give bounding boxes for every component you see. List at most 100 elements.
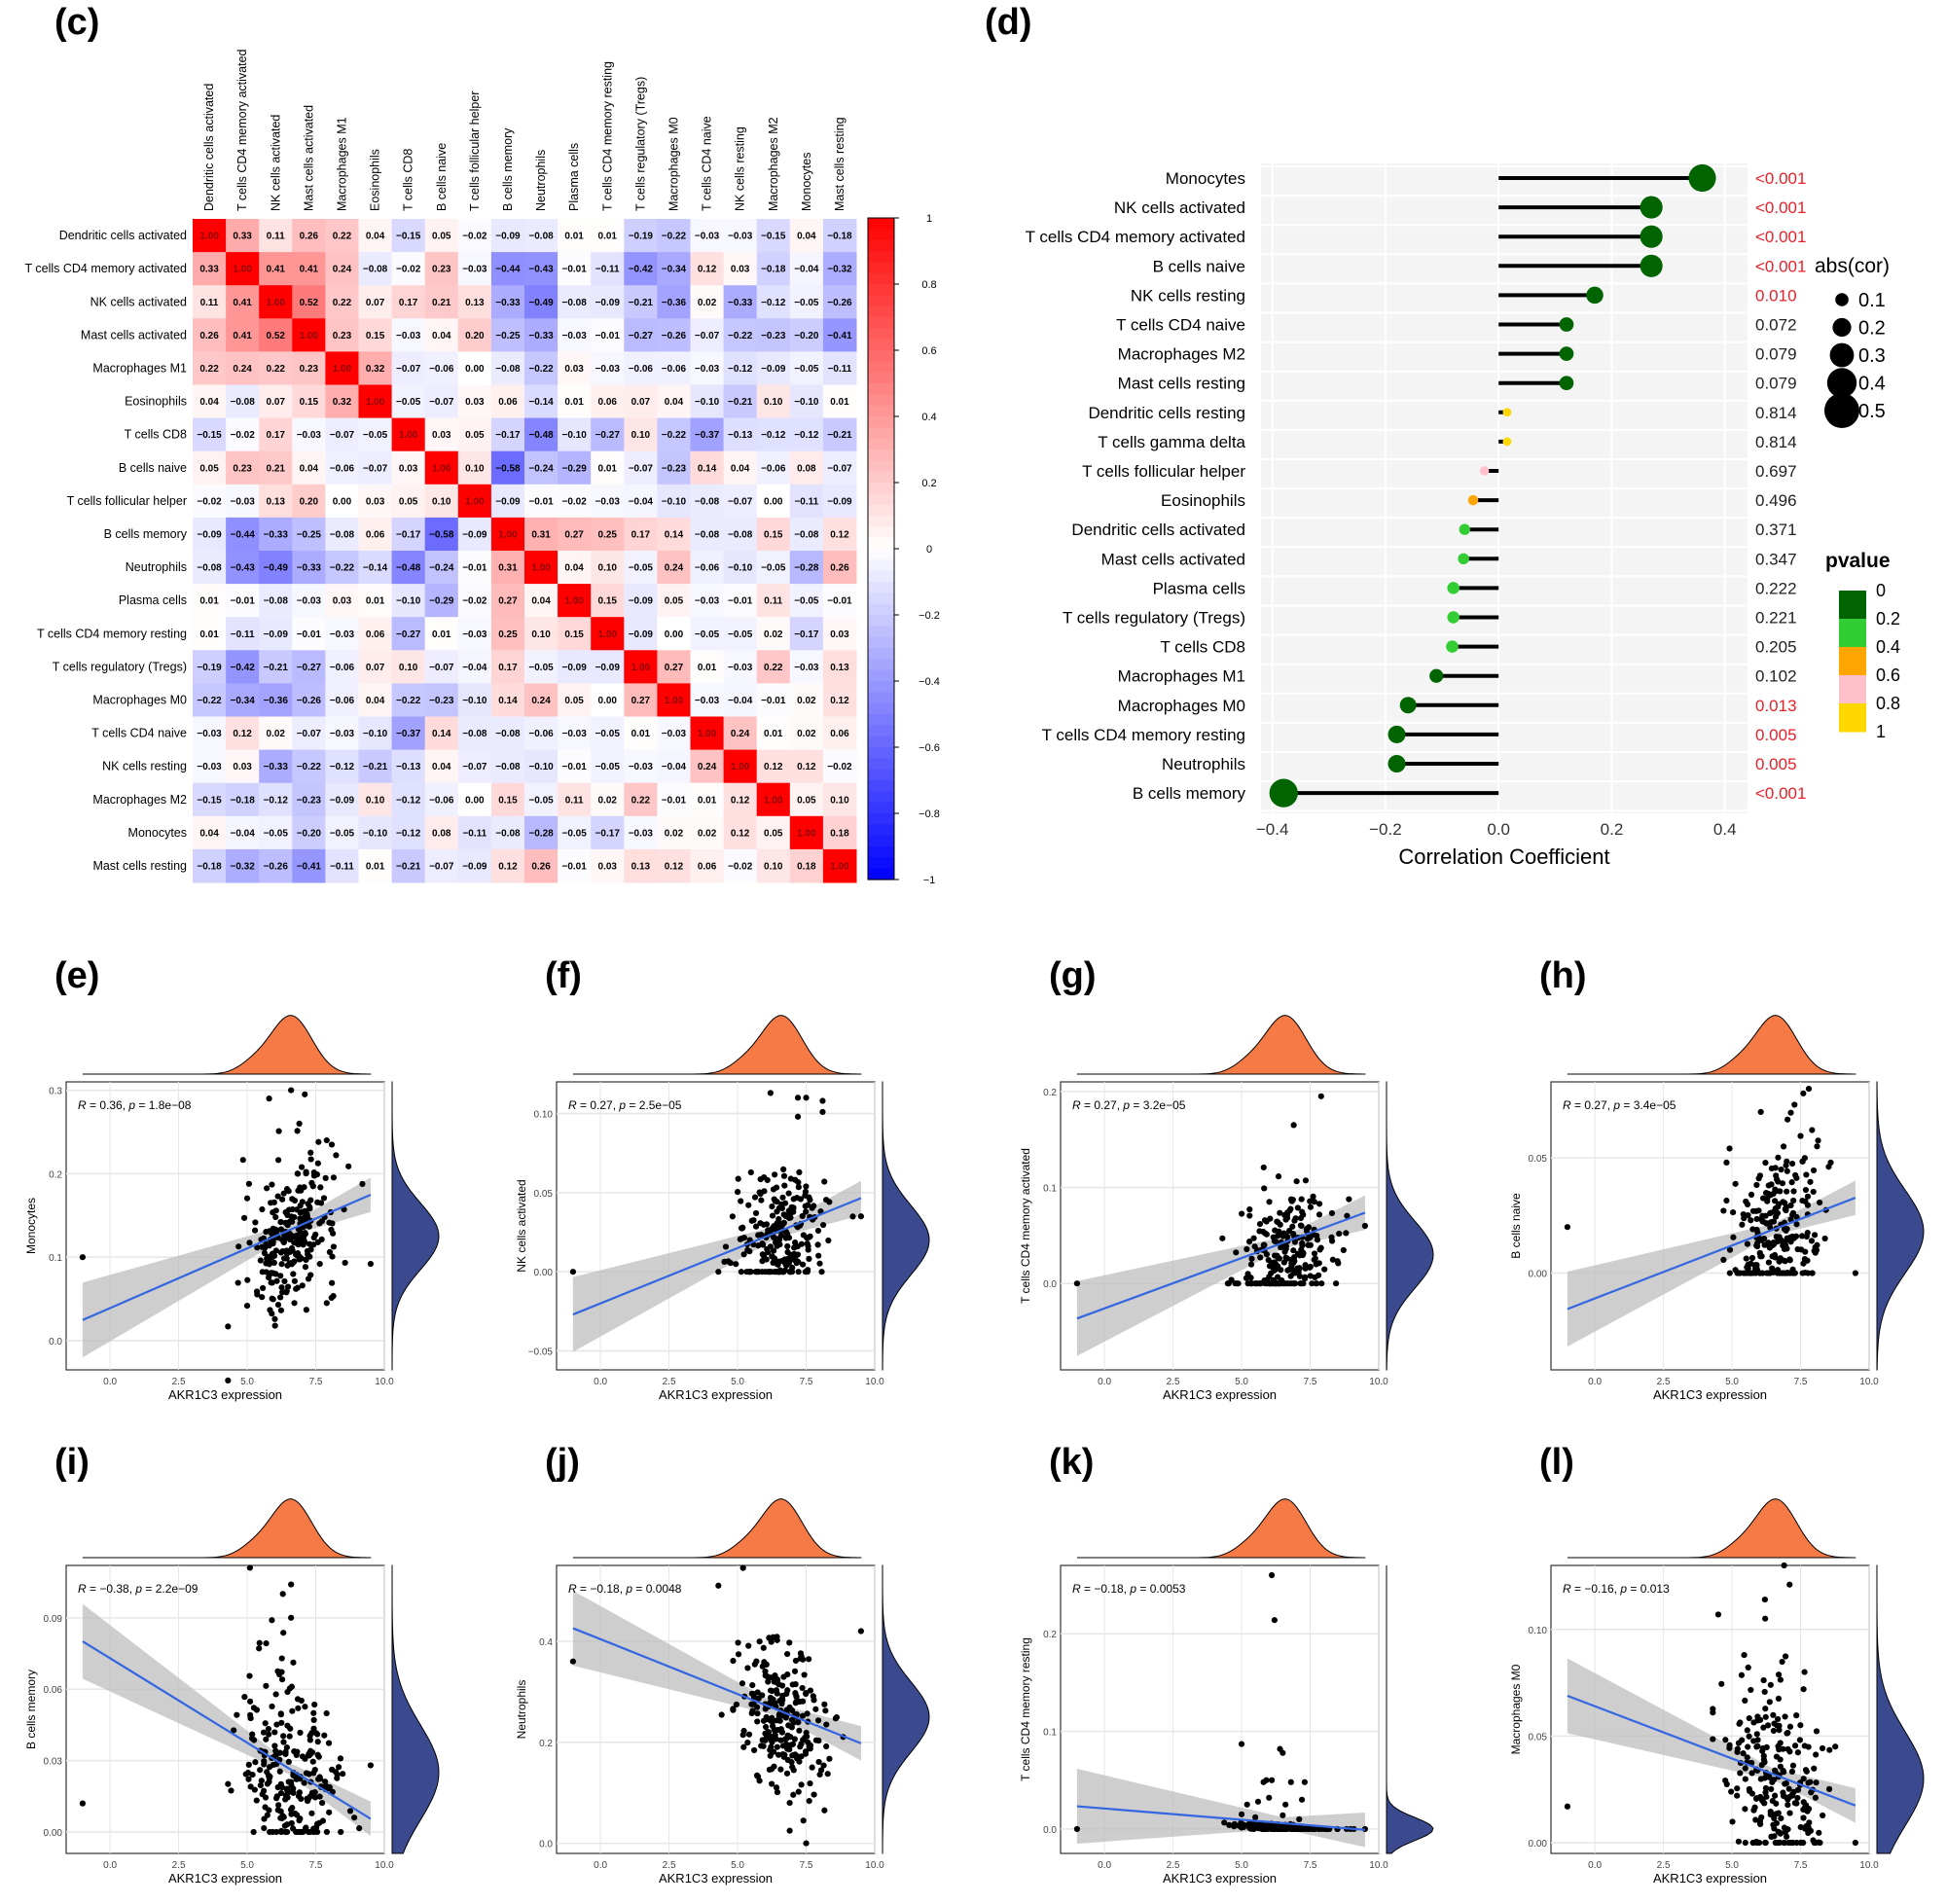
data-point xyxy=(1802,1198,1809,1205)
pvalue-label: 0.072 xyxy=(1755,316,1797,335)
data-point xyxy=(791,1736,798,1742)
data-point xyxy=(291,1277,298,1284)
heatmap-cell xyxy=(591,749,625,784)
column-label: T cells CD4 naive xyxy=(701,116,714,211)
data-point xyxy=(1771,1777,1778,1783)
cell-value: −0.23 xyxy=(662,463,687,474)
heatmap-cell xyxy=(193,351,227,385)
cell-value: 0.13 xyxy=(465,298,485,308)
data-point xyxy=(1246,1212,1253,1219)
data-point xyxy=(299,1208,306,1215)
confidence-band xyxy=(572,1591,861,1761)
cell-value: −0.49 xyxy=(528,298,554,308)
data-point xyxy=(308,1179,315,1186)
data-point xyxy=(740,1235,748,1241)
cell-value: 0.01 xyxy=(764,729,783,739)
heatmap-cell xyxy=(325,450,359,485)
data-point xyxy=(806,1797,812,1805)
cell-value: −0.02 xyxy=(230,430,255,441)
data-point xyxy=(1335,1260,1342,1267)
cell-value: −0.41 xyxy=(827,331,852,341)
cell-value: −0.10 xyxy=(462,696,487,706)
data-point xyxy=(803,1095,810,1101)
scatter-plot-i: 0.0 2.5 5.0 7.5 10.00.000.030.060.09R = −0.3… xyxy=(24,1498,440,1886)
x-axis-title: AKR1C3 expression xyxy=(168,1387,282,1402)
data-point xyxy=(1852,1839,1859,1847)
cell-value: 0.04 xyxy=(199,397,219,408)
data-point xyxy=(774,1221,780,1228)
data-point xyxy=(786,1746,793,1753)
cell-value: 0.07 xyxy=(267,397,286,408)
data-point xyxy=(286,1236,294,1243)
heatmap-cell xyxy=(358,782,393,817)
colorbar-segment xyxy=(868,669,894,682)
data-point xyxy=(305,1201,311,1207)
data-point xyxy=(819,1108,826,1116)
cell-value: −0.05 xyxy=(396,397,421,408)
cell-value: 1.00 xyxy=(731,762,750,772)
cell-value: 0.22 xyxy=(267,364,286,375)
pvalue-label: 0.102 xyxy=(1755,667,1797,686)
cell-value: 0.31 xyxy=(498,563,518,574)
heatmap-cell xyxy=(822,219,857,253)
heatmap-cell xyxy=(756,782,791,817)
heatmap-cell xyxy=(193,450,227,485)
top-density xyxy=(1567,1015,1856,1075)
color-legend-swatch xyxy=(1839,619,1866,648)
heatmap-cell xyxy=(325,417,359,452)
data-point xyxy=(1785,1237,1793,1243)
data-point xyxy=(812,1706,819,1712)
data-point xyxy=(1756,1250,1763,1257)
heatmap-cell xyxy=(624,252,658,286)
data-point xyxy=(272,1271,279,1277)
data-point xyxy=(814,1241,821,1248)
row-label: Mast cells activated xyxy=(81,328,187,341)
x-tick-label: 0.0 xyxy=(1588,1377,1602,1387)
cell-value: 0.31 xyxy=(531,529,551,540)
data-point xyxy=(345,1163,352,1169)
data-point xyxy=(1782,1653,1789,1660)
data-point xyxy=(260,1284,267,1292)
category-label: Dendritic cells resting xyxy=(1088,404,1245,422)
heatmap-cell xyxy=(756,848,791,883)
data-point xyxy=(283,1785,290,1792)
cell-value: 0.26 xyxy=(300,232,319,242)
panel-label-d: (d) xyxy=(985,2,1032,43)
cell-value: −0.02 xyxy=(462,232,487,242)
y-tick-label: −0.05 xyxy=(528,1347,554,1357)
data-point xyxy=(1805,1829,1812,1837)
data-point xyxy=(1781,1245,1788,1252)
cell-value: −0.15 xyxy=(396,232,421,242)
scatter-plot-j: 0.0 2.5 5.0 7.5 10.00.00.20.4R = −0.18, p = … xyxy=(515,1498,930,1886)
data-point xyxy=(290,1659,297,1666)
data-point xyxy=(245,1761,252,1768)
y-axis-title: Monocytes xyxy=(24,1198,38,1254)
data-point xyxy=(274,1807,281,1814)
heatmap-cell xyxy=(292,219,326,253)
data-point xyxy=(1328,1234,1335,1240)
data-point xyxy=(1797,1246,1805,1253)
pvalue-label: 0.371 xyxy=(1755,521,1797,539)
data-point xyxy=(821,1178,828,1185)
cell-value: −0.05 xyxy=(528,795,554,806)
heatmap-cell xyxy=(591,782,625,817)
data-point xyxy=(1746,1733,1752,1740)
heatmap-cell xyxy=(391,351,426,385)
data-point xyxy=(250,1705,258,1711)
data-point xyxy=(733,1261,739,1268)
heatmap-cell xyxy=(657,749,691,784)
cell-value: −0.08 xyxy=(363,265,388,275)
cell-value: 0.06 xyxy=(366,629,385,640)
data-point xyxy=(326,1248,334,1256)
cell-value: 0.12 xyxy=(665,861,684,872)
heatmap-cell xyxy=(457,351,492,385)
cell-value: −0.17 xyxy=(396,529,421,540)
data-point xyxy=(790,1767,797,1774)
data-point xyxy=(1787,1202,1794,1209)
heatmap-cell xyxy=(292,782,326,817)
regression-line xyxy=(82,1193,372,1321)
data-point xyxy=(1778,1166,1784,1173)
data-point xyxy=(1787,1109,1794,1116)
data-point xyxy=(317,1184,324,1191)
data-point xyxy=(244,1769,252,1777)
